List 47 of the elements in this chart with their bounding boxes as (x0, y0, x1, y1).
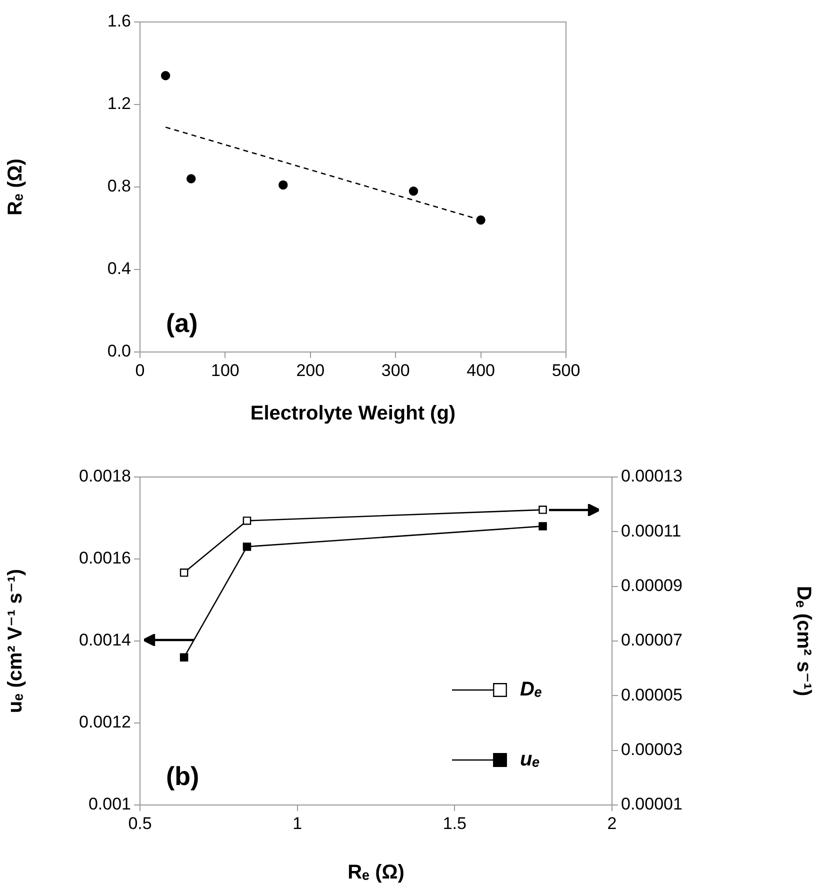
legend-label: uₑ (520, 748, 540, 771)
x-tick-label: 1.5 (442, 814, 466, 833)
point (408, 186, 418, 196)
point (180, 653, 188, 662)
y-tick-label: 0.001 (88, 794, 131, 814)
y2-tick-label: 0.00009 (621, 576, 682, 596)
x-tick-label: 400 (466, 360, 495, 380)
y-tick-label: 0.0 (107, 342, 131, 361)
point (538, 522, 547, 530)
annotation: (b) (166, 761, 200, 792)
y2-tick-label: 0.00001 (621, 794, 682, 814)
y-axis-title: uₑ (cm² V⁻¹ s⁻¹) (4, 568, 27, 714)
y2-tick-label: 0.00007 (621, 630, 682, 650)
y-axis-title: Rₑ (Ω) (4, 158, 27, 216)
y-tick-label: 0.0012 (79, 712, 131, 732)
y-tick-label: 0.0018 (79, 466, 131, 486)
y-tick-label: 0.0016 (79, 548, 131, 568)
x-tick-label: 0 (135, 360, 145, 380)
legend-label: Dₑ (520, 678, 542, 701)
y-tick-label: 0.8 (107, 176, 131, 196)
y2-tick-label: 0.00011 (621, 521, 682, 540)
x-tick-label: 1 (292, 814, 302, 833)
x-tick-label: 500 (552, 360, 580, 380)
point (186, 174, 196, 184)
x-axis-title: Electrolyte Weight (g) (250, 402, 456, 425)
y2-tick-label: 0.00003 (621, 740, 682, 760)
point (242, 542, 252, 551)
y2-tick-label: 0.00013 (621, 466, 682, 486)
x-tick-label: 100 (211, 360, 240, 380)
point (242, 516, 252, 525)
point (538, 506, 547, 514)
y2-tick-label: 0.00005 (621, 685, 682, 704)
x-axis-title: Rₑ (Ω) (348, 862, 404, 884)
x-tick-label: 200 (296, 360, 325, 380)
y-tick-label: 1.2 (107, 94, 131, 114)
y-tick-label: 0.4 (107, 259, 131, 278)
x-tick-label: 2 (607, 814, 617, 833)
y-tick-label: 1.6 (107, 12, 131, 31)
x-tick-label: 0.5 (128, 814, 152, 833)
y-tick-label: 0.0014 (79, 630, 131, 650)
point (160, 71, 170, 80)
point (180, 568, 188, 577)
point (476, 215, 486, 225)
point (278, 180, 288, 190)
y2-axis-title: Dₑ (cm² s⁻¹) (792, 586, 814, 696)
x-tick-label: 300 (381, 360, 410, 380)
annotation: (a) (166, 308, 198, 338)
